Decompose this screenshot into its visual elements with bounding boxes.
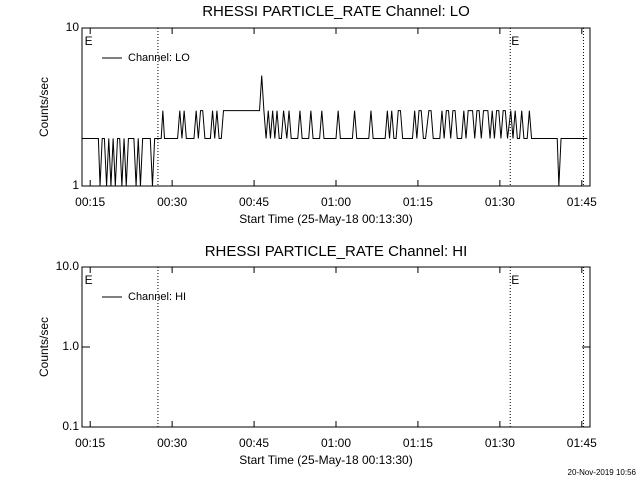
x-tick-label: 00:30 (157, 436, 187, 450)
y-axis-label: Counts/sec (37, 77, 51, 137)
data-line (82, 75, 588, 187)
x-tick-label: 01:00 (321, 195, 351, 209)
y-tick-label: 10 (66, 20, 80, 34)
timestamp: 20-Nov-2019 10:56 (568, 468, 637, 477)
chart-title: RHESSI PARTICLE_RATE Channel: HI (205, 243, 468, 260)
event-label: E (511, 34, 519, 48)
x-tick-label: 00:45 (239, 436, 269, 450)
event-label: E (85, 34, 93, 48)
event-label: E (511, 273, 519, 287)
legend-label: Channel: LO (128, 52, 190, 64)
chart-title: RHESSI PARTICLE_RATE Channel: LO (202, 3, 470, 20)
x-tick-label: 01:15 (403, 436, 433, 450)
x-axis-label: Start Time (25-May-18 00:13:30) (239, 453, 412, 467)
y-tick-label: 1.0 (62, 339, 79, 353)
y-tick-label: 0.1 (62, 419, 79, 433)
x-tick-label: 01:45 (567, 436, 597, 450)
x-tick-label: 01:45 (567, 195, 597, 209)
y-tick-label: 10.0 (56, 259, 80, 273)
x-tick-label: 00:30 (157, 195, 187, 209)
event-label: E (85, 273, 93, 287)
y-axis-label: Counts/sec (37, 317, 51, 377)
x-tick-label: 00:15 (75, 195, 105, 209)
x-tick-label: 01:30 (485, 195, 515, 209)
legend-label: Channel: HI (128, 291, 186, 303)
x-tick-label: 00:15 (75, 436, 105, 450)
x-tick-label: 01:30 (485, 436, 515, 450)
x-tick-label: 00:45 (239, 195, 269, 209)
x-axis-label: Start Time (25-May-18 00:13:30) (239, 212, 412, 226)
y-tick-label: 1 (72, 178, 79, 192)
x-tick-label: 01:00 (321, 436, 351, 450)
x-tick-label: 01:15 (403, 195, 433, 209)
